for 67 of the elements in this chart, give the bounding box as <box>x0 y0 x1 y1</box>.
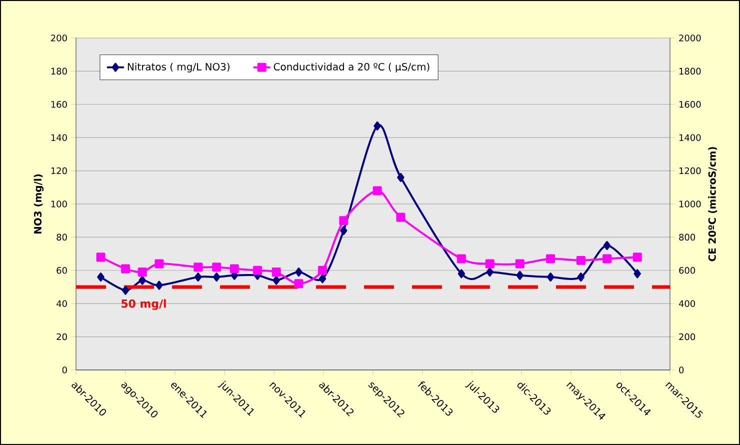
point <box>374 121 381 130</box>
y-tick-label: 200 <box>51 34 67 42</box>
point <box>272 268 281 277</box>
y2-tick-label: 800 <box>679 234 696 241</box>
point <box>396 212 406 222</box>
y2-tick-label: 1400 <box>679 134 701 141</box>
point <box>632 252 642 262</box>
y-axis-title: NO3 (mg/l) <box>34 174 44 234</box>
ref-line-label: 50 mg/l <box>122 299 166 310</box>
point <box>515 259 524 268</box>
point <box>194 262 203 272</box>
point <box>634 269 641 278</box>
point <box>138 276 146 285</box>
y-tick-label: 20 <box>56 333 67 340</box>
point <box>294 279 304 288</box>
point <box>212 272 220 282</box>
point <box>340 226 348 236</box>
y2-tick-label: 1000 <box>679 200 701 208</box>
y2-tick-label: 2000 <box>679 34 701 42</box>
point <box>602 254 612 264</box>
legend-label: Nitratos ( mg/L NO3) <box>128 62 230 72</box>
y-tick-label: 0 <box>62 366 67 374</box>
point <box>121 264 130 274</box>
point <box>485 259 494 268</box>
y-tick-label: 40 <box>56 300 67 307</box>
y2-tick-label: 1600 <box>679 100 701 108</box>
legend-label: Conductividad a 20 ºC ( µS/cm) <box>274 62 430 72</box>
y2-tick-label: 200 <box>679 333 696 340</box>
point <box>230 264 239 274</box>
y-tick-label: 60 <box>56 266 67 274</box>
y-tick-label: 160 <box>51 100 67 108</box>
y-tick-label: 120 <box>51 167 67 174</box>
point <box>154 259 164 268</box>
y2-tick-label: 400 <box>678 300 696 307</box>
point <box>456 254 466 264</box>
point <box>458 269 466 278</box>
point <box>576 256 586 265</box>
point <box>397 172 404 182</box>
y2-tick-label: 0 <box>679 366 684 374</box>
y-tick-label: 180 <box>51 68 67 75</box>
y2-tick-label: 600 <box>679 266 696 274</box>
point <box>212 262 222 272</box>
point <box>138 268 147 277</box>
point <box>577 272 585 282</box>
point <box>318 274 326 284</box>
y-tick-label: 100 <box>51 200 67 208</box>
point <box>272 276 280 285</box>
point <box>516 270 524 280</box>
point <box>97 272 104 282</box>
point <box>603 240 611 250</box>
point <box>486 268 494 277</box>
point <box>96 252 106 262</box>
point <box>253 266 262 275</box>
point <box>546 254 556 264</box>
point <box>546 272 554 282</box>
point <box>372 186 382 196</box>
point <box>156 280 163 290</box>
point <box>122 286 130 295</box>
y-tick-label: 80 <box>56 234 67 241</box>
point <box>339 216 348 226</box>
point <box>295 268 302 277</box>
point <box>318 266 328 275</box>
y2-tick-label: 1800 <box>679 68 701 75</box>
y2-axis-title: CE 20ºC (microS/cm) <box>708 147 718 262</box>
y2-tick-label: 1200 <box>679 167 701 174</box>
y-tick-label: 140 <box>51 134 67 141</box>
point <box>194 272 202 282</box>
